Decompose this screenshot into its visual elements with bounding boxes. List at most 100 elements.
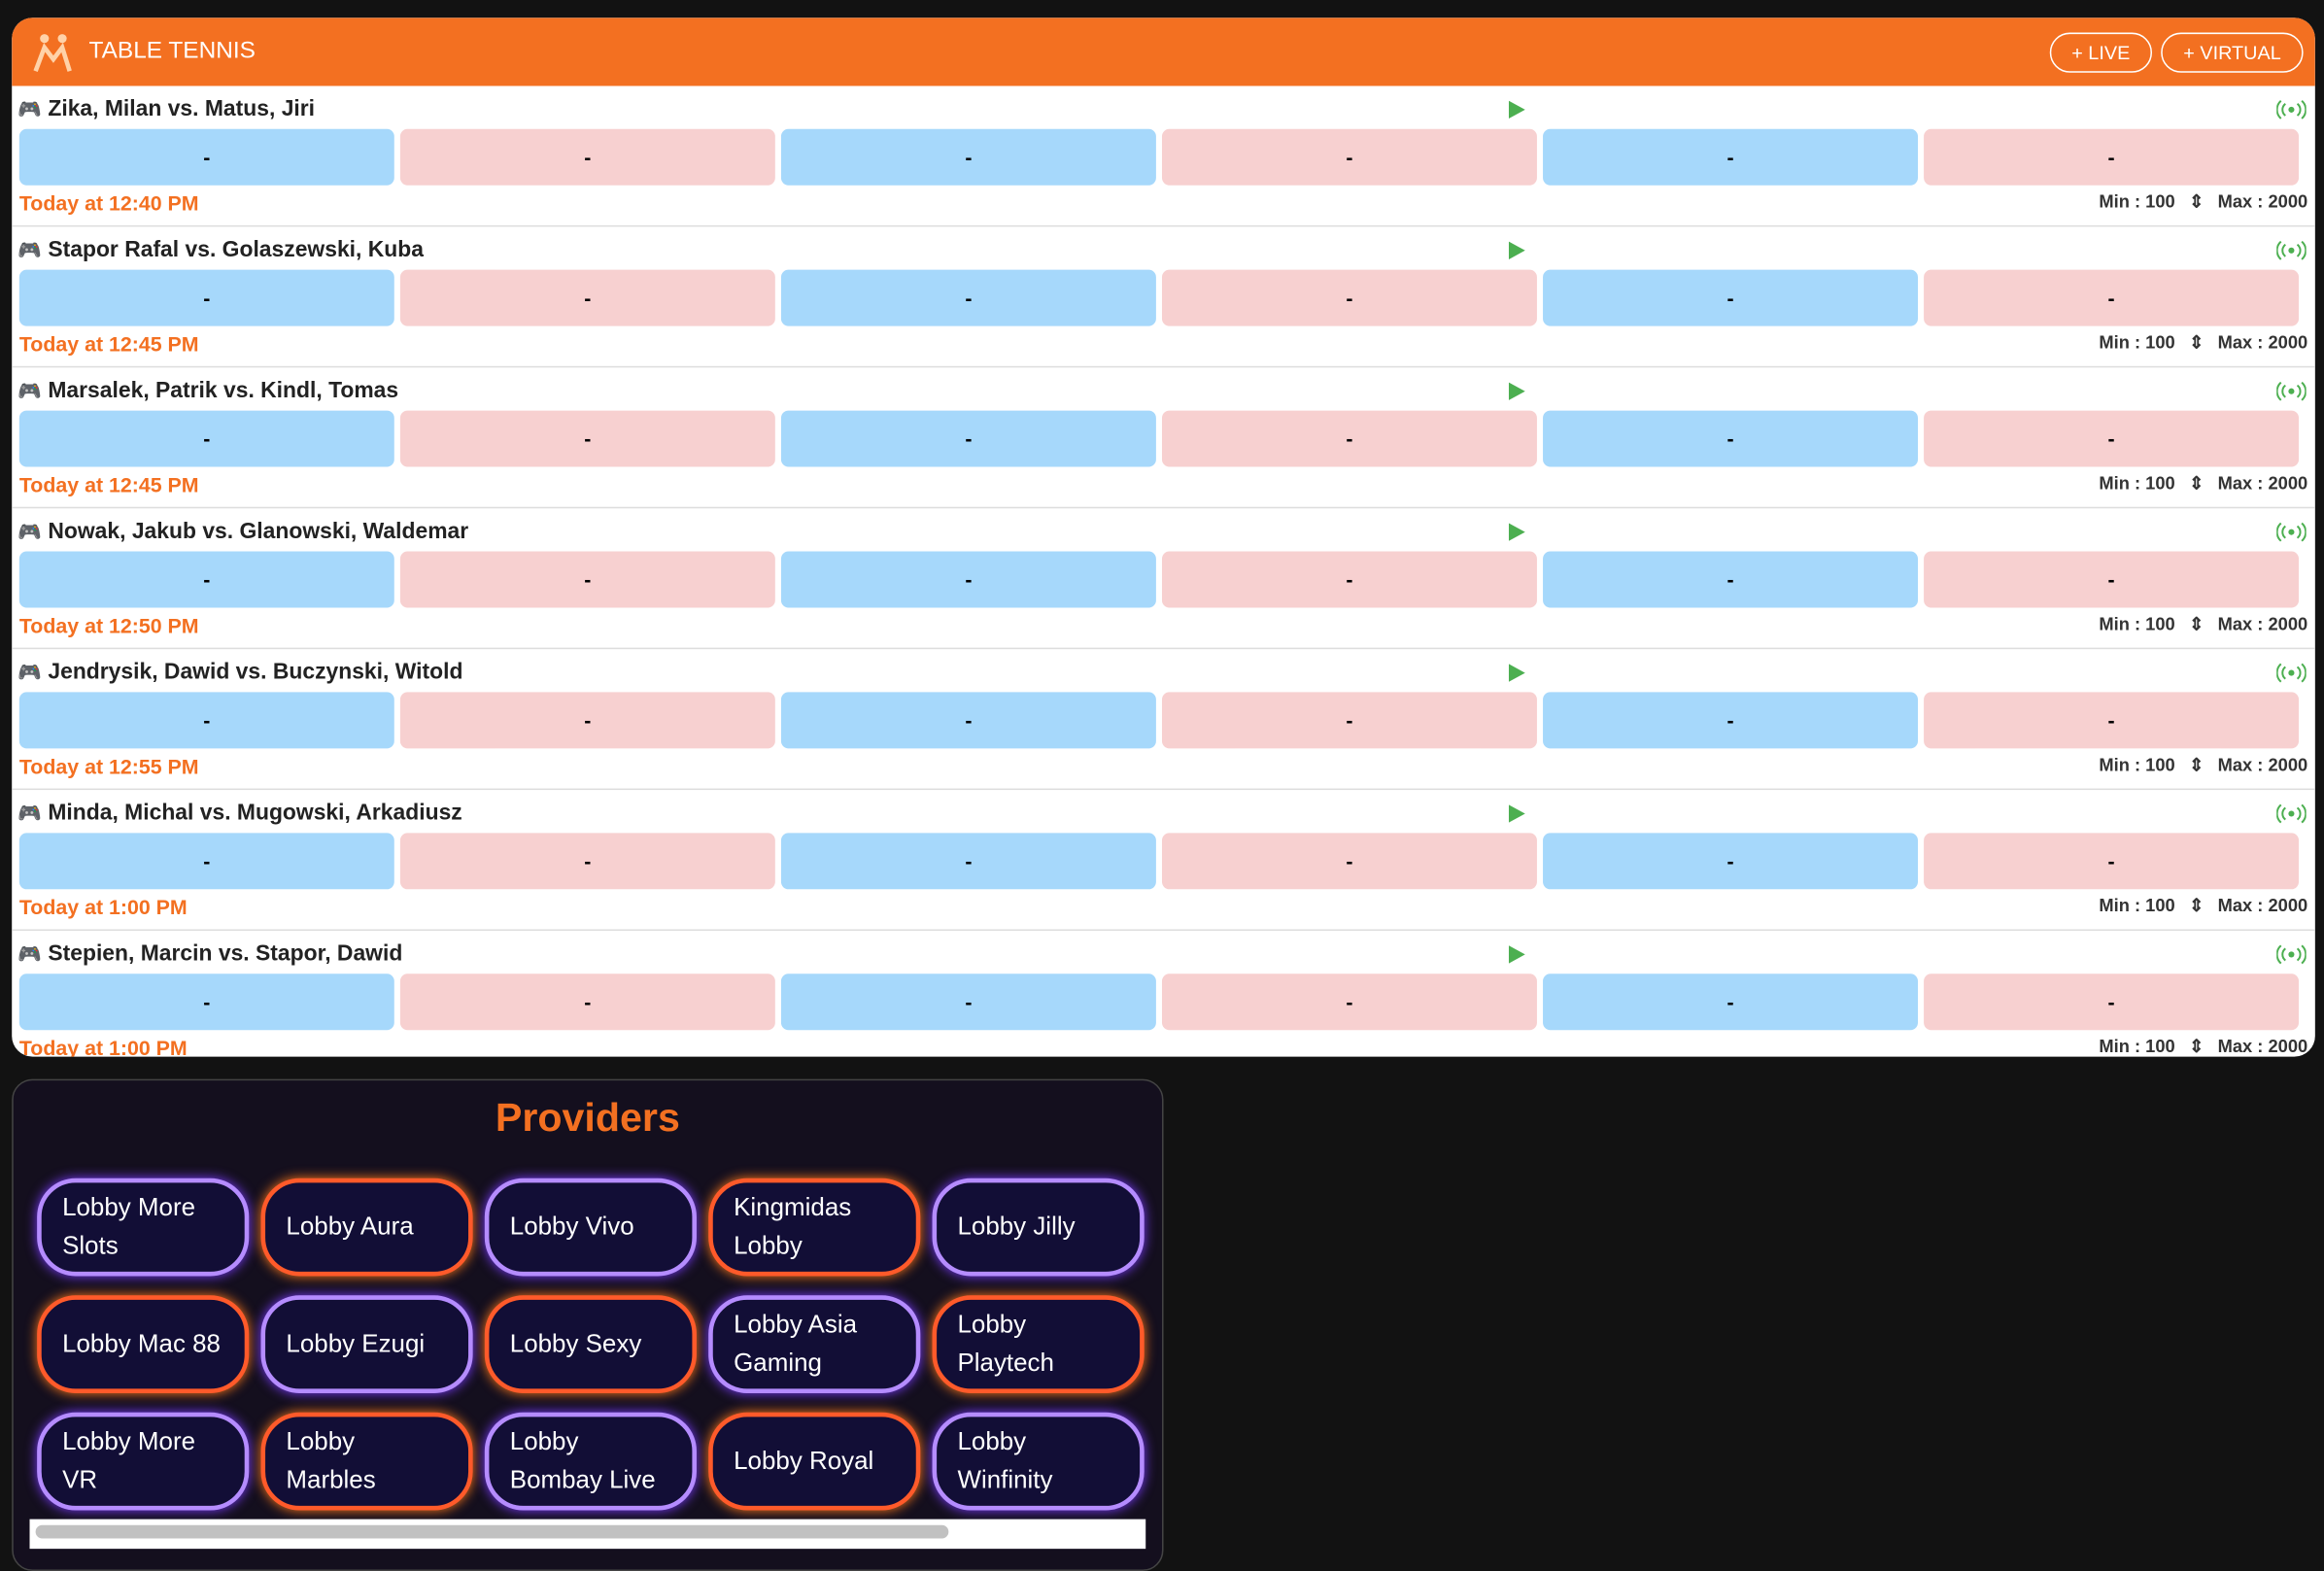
max-stake: Max : 2000 [2217, 613, 2308, 634]
lay-odd[interactable]: - [1924, 269, 2300, 326]
game-icon: 🎮 [17, 661, 43, 684]
back-odd[interactable]: - [780, 551, 1156, 608]
match-time: Today at 1:00 PM [18, 895, 188, 919]
match-panel: TABLE TENNIS + LIVE + VIRTUAL 🎮 Zika, Mi… [12, 17, 2315, 1057]
lay-odd[interactable]: - [399, 128, 775, 186]
provider-button[interactable]: Lobby Royal [708, 1412, 921, 1511]
limits: Min : 100 ⇕ Max : 2000 [2099, 1036, 2307, 1056]
lay-odd[interactable]: - [399, 833, 775, 890]
play-icon[interactable] [1506, 522, 1526, 542]
match-name[interactable]: Zika, Milan vs. Matus, Jiri [48, 96, 316, 122]
lay-odd[interactable]: - [1924, 410, 2300, 467]
lay-odd[interactable]: - [399, 551, 775, 608]
provider-button[interactable]: Lobby Aura [260, 1178, 473, 1277]
back-odd[interactable]: - [18, 833, 394, 890]
provider-button[interactable]: Lobby Jilly [932, 1178, 1145, 1277]
match-name[interactable]: Nowak, Jakub vs. Glanowski, Waldemar [48, 518, 469, 544]
back-odd[interactable]: - [1543, 551, 1918, 608]
odds-row: ------ [18, 128, 2300, 186]
lay-odd[interactable]: - [1161, 410, 1537, 467]
lay-odd[interactable]: - [399, 410, 775, 467]
lay-odd[interactable]: - [1924, 833, 2300, 890]
lay-odd[interactable]: - [1161, 833, 1537, 890]
provider-button[interactable]: Lobby Vivo [484, 1178, 697, 1277]
lay-odd[interactable]: - [1161, 128, 1537, 186]
match-name[interactable]: Jendrysik, Dawid vs. Buczynski, Witold [48, 659, 463, 685]
play-icon[interactable] [1506, 944, 1526, 965]
match-row: 🎮 Stapor Rafal vs. Golaszewski, Kuba - - - -… [12, 226, 2315, 368]
back-odd[interactable]: - [1543, 692, 1918, 749]
lay-odd[interactable]: - [1924, 973, 2300, 1031]
provider-button[interactable]: Lobby Ezugi [260, 1295, 473, 1393]
back-odd[interactable]: - [18, 128, 394, 186]
header: TABLE TENNIS + LIVE + VIRTUAL [12, 17, 2315, 86]
limits: Min : 100 ⇕ Max : 2000 [2099, 191, 2307, 212]
providers-panel: Providers Lobby More Slots Lobby Aura Lobb… [12, 1078, 1164, 1571]
game-icon: 🎮 [17, 802, 43, 825]
back-odd[interactable]: - [780, 128, 1156, 186]
live-icon [2276, 803, 2307, 824]
back-odd[interactable]: - [780, 410, 1156, 467]
back-odd[interactable]: - [1543, 973, 1918, 1031]
back-odd[interactable]: - [1543, 833, 1918, 890]
play-icon[interactable] [1506, 99, 1526, 120]
match-name[interactable]: Stapor Rafal vs. Golaszewski, Kuba [48, 237, 424, 263]
match-name[interactable]: Stepien, Marcin vs. Stapor, Dawid [48, 940, 403, 967]
back-odd[interactable]: - [780, 692, 1156, 749]
limits: Min : 100 ⇕ Max : 2000 [2099, 895, 2307, 915]
back-odd[interactable]: - [18, 269, 394, 326]
provider-button[interactable]: Lobby More VR [37, 1412, 250, 1511]
play-icon[interactable] [1506, 240, 1526, 260]
provider-button[interactable]: Lobby Marbles [260, 1412, 473, 1511]
provider-button[interactable]: Lobby Asia Gaming [708, 1295, 921, 1393]
back-odd[interactable]: - [18, 410, 394, 467]
lay-odd[interactable]: - [1924, 128, 2300, 186]
lay-odd[interactable]: - [1161, 973, 1537, 1031]
play-icon[interactable] [1506, 663, 1526, 683]
match-time: Today at 12:45 PM [18, 472, 199, 497]
lay-odd[interactable]: - [1161, 551, 1537, 608]
match-time: Today at 12:50 PM [18, 613, 199, 637]
virtual-button[interactable]: + VIRTUAL [2161, 31, 2304, 72]
play-icon[interactable] [1506, 381, 1526, 401]
provider-button[interactable]: Lobby Playtech [932, 1295, 1145, 1393]
match-name-wrap: 🎮 Stapor Rafal vs. Golaszewski, Kuba [17, 237, 424, 262]
lay-odd[interactable]: - [1924, 692, 2300, 749]
lay-odd[interactable]: - [399, 973, 775, 1031]
match-row: 🎮 Jendrysik, Dawid vs. Buczynski, Witold… [12, 649, 2315, 791]
max-stake: Max : 2000 [2217, 754, 2308, 775]
back-odd[interactable]: - [1543, 128, 1918, 186]
provider-button[interactable]: Lobby Mac 88 [37, 1295, 250, 1393]
min-stake: Min : 100 [2099, 1036, 2175, 1057]
limits: Min : 100 ⇕ Max : 2000 [2099, 614, 2307, 634]
back-odd[interactable]: - [780, 833, 1156, 890]
back-odd[interactable]: - [18, 551, 394, 608]
provider-button[interactable]: Lobby Sexy [484, 1295, 697, 1393]
back-odd[interactable]: - [18, 692, 394, 749]
lay-odd[interactable]: - [399, 269, 775, 326]
lay-odd[interactable]: - [399, 692, 775, 749]
provider-button[interactable]: Lobby Winfinity [932, 1412, 1145, 1511]
game-icon: 🎮 [17, 942, 43, 966]
provider-button[interactable]: Lobby Bombay Live [484, 1412, 697, 1511]
back-odd[interactable]: - [18, 973, 394, 1031]
limits: Min : 100 ⇕ Max : 2000 [2099, 332, 2307, 353]
live-button[interactable]: + LIVE [2049, 31, 2153, 72]
max-stake: Max : 2000 [2217, 190, 2308, 213]
back-odd[interactable]: - [1543, 269, 1918, 326]
lay-odd[interactable]: - [1161, 269, 1537, 326]
sort-icon: ⇕ [2188, 190, 2204, 213]
lay-odd[interactable]: - [1161, 692, 1537, 749]
max-stake: Max : 2000 [2217, 331, 2308, 354]
odds-row: ------ [18, 551, 2300, 608]
back-odd[interactable]: - [780, 973, 1156, 1031]
back-odd[interactable]: - [1543, 410, 1918, 467]
back-odd[interactable]: - [780, 269, 1156, 326]
play-icon[interactable] [1506, 803, 1526, 824]
match-name[interactable]: Minda, Michal vs. Mugowski, Arkadiusz [48, 800, 462, 826]
provider-button[interactable]: Lobby More Slots [37, 1178, 250, 1277]
match-name[interactable]: Marsalek, Patrik vs. Kindl, Tomas [48, 378, 399, 403]
lay-odd[interactable]: - [1924, 551, 2300, 608]
live-icon [2276, 522, 2307, 542]
provider-button[interactable]: Kingmidas Lobby [708, 1178, 921, 1277]
